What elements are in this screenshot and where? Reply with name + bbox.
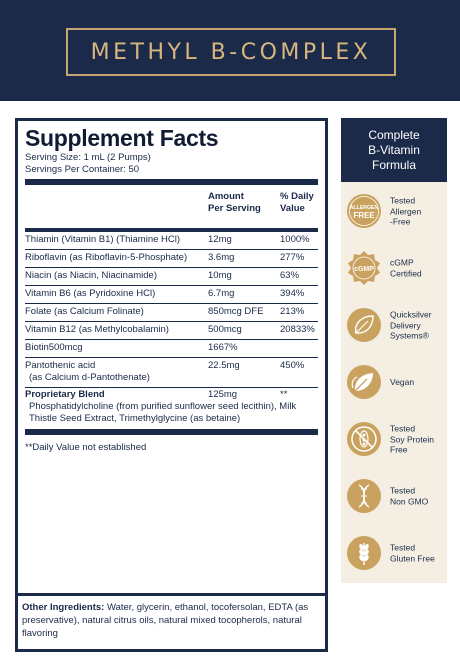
badge-label: Quicksilver Delivery Systems®: [390, 309, 432, 341]
badge-label: Vegan: [390, 376, 415, 387]
nutrient-row: Riboflavin (as Riboflavin-5-Phosphate) 3…: [25, 250, 318, 268]
product-title: METHYL B-COMPLEX: [90, 39, 372, 65]
gluten-free-wheat-icon: [347, 536, 381, 570]
divider-medium: [25, 228, 318, 232]
badge-cgmp: cGMP cGMP Certified: [341, 246, 447, 290]
blend-description: Phosphatidylcholine (from purified sunfl…: [29, 401, 297, 424]
badge-gluten-free: Tested Gluten Free: [341, 531, 447, 575]
non-gmo-dna-icon: [347, 479, 381, 513]
badge-label: Tested Gluten Free: [390, 542, 435, 564]
nutrient-row: Vitamin B6 (as Pyridoxine HCl) 6.7mg 394…: [25, 286, 318, 304]
svg-text:cGMP: cGMP: [354, 266, 374, 273]
other-ingredients: Other Ingredients: Water, glycerin, etha…: [22, 602, 309, 639]
badge-non-gmo: Tested Non GMO: [341, 474, 447, 518]
header-daily-value: % Daily Value: [280, 191, 314, 214]
badge-soy-free: Tested Soy Protein Free: [341, 417, 447, 461]
badge-allergen-free: ALLERGEN FREE Tested Allergen -Free: [341, 189, 447, 233]
badge-label: Tested Soy Protein Free: [390, 423, 434, 455]
cgmp-icon: cGMP: [348, 251, 380, 285]
blend-amount: 125mg: [208, 389, 238, 400]
divider-bottom: [25, 429, 318, 435]
sidebar-heading: Complete B-Vitamin Formula: [341, 118, 447, 182]
supplement-facts-panel: Supplement Facts Serving Size: 1 mL (2 P…: [15, 118, 328, 652]
nutrient-row: Biotin500mcg 1667%: [25, 340, 318, 358]
nutrient-row: Folate (as Calcium Folinate) 850mcg DFE …: [25, 304, 318, 322]
nutrient-row: Niacin (as Niacin, Niacinamide) 10mg 63%: [25, 268, 318, 286]
badge-label: Tested Non GMO: [390, 485, 429, 507]
badge-vegan: Vegan: [341, 360, 447, 404]
delivery-leaf-icon: [347, 308, 381, 342]
badge-label: Tested Allergen -Free: [390, 195, 422, 227]
other-ingredients-divider: [15, 593, 328, 596]
nutrient-row: Pantothenic acid (as Calcium d-Pantothen…: [25, 358, 318, 388]
blend-dv: **: [280, 389, 288, 400]
header-amount: Amount Per Serving: [208, 191, 261, 214]
badge-label: cGMP Certified: [390, 257, 422, 279]
badge-delivery: Quicksilver Delivery Systems®: [341, 303, 447, 347]
blend-name: Proprietary Blend: [25, 389, 105, 400]
servings-per-container: Servings Per Container: 50: [25, 164, 140, 175]
header-banner: METHYL B-COMPLEX: [0, 0, 460, 101]
nutrient-row: Vitamin B12 (as Methylcobalamin) 500mcg …: [25, 322, 318, 340]
nutrient-row: Thiamin (Vitamin B1) (Thiamine HCl) 12mg…: [25, 232, 318, 250]
column-headers: Amount Per Serving % Daily Value: [25, 185, 318, 228]
allergen-free-icon: ALLERGEN FREE: [347, 194, 381, 228]
svg-text:FREE: FREE: [353, 211, 375, 220]
footnote: **Daily Value not established: [25, 442, 147, 453]
no-soy-icon: [347, 422, 381, 456]
divider-thick: [25, 179, 318, 185]
vegan-leaf-icon: [347, 365, 381, 399]
serving-size: Serving Size: 1 mL (2 Pumps): [25, 152, 151, 163]
svg-text:ALLERGEN: ALLERGEN: [350, 205, 379, 211]
title-frame: METHYL B-COMPLEX: [66, 28, 396, 76]
facts-title: Supplement Facts: [25, 125, 219, 151]
proprietary-blend-row: Proprietary Blend 125mg ** Phosphatidylc…: [25, 388, 318, 428]
features-sidebar: Complete B-Vitamin Formula ALLERGEN FREE…: [341, 118, 447, 583]
